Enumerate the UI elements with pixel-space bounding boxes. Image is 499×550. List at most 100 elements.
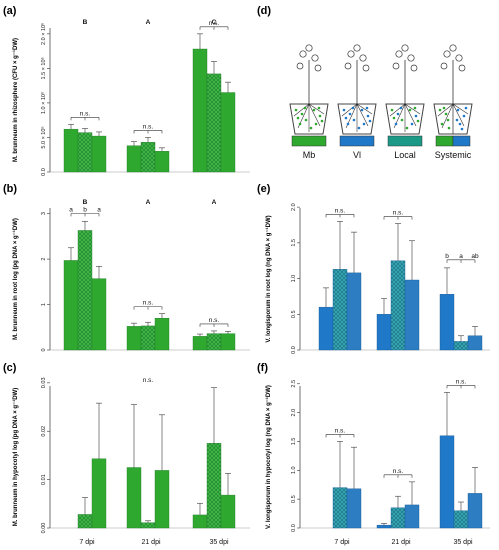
y-axis-label-c: M. brunneum in hypocotyl log (pg DNA × g… [12, 388, 19, 526]
y-tick-label-a: 5.0 × 10⁵ [40, 126, 47, 148]
y-tick-label-f: 0.5 [291, 495, 297, 503]
bar-a-g0-b2 [91, 135, 107, 173]
bar-f-g2-b0 [439, 435, 455, 529]
legend-vl-label: Vl [353, 150, 361, 160]
xcat-right-21dpi: 21 dpi [391, 539, 411, 546]
bar-f-g1-b1 [390, 507, 406, 529]
y-tick-label-e: 2.0 [291, 203, 297, 211]
y-tick-label-e: 1.0 [291, 275, 297, 283]
y-axis-label-e: V. longisporum in root log (ng DNA × g⁻¹… [265, 215, 272, 342]
panel-e-label: (e) [257, 183, 271, 195]
sig-label-a-g0: n.s. [80, 110, 91, 117]
bar-f-g0-b2 [346, 488, 362, 529]
sig-label-f-g1: n.s. [393, 468, 404, 475]
bar-c-g1-b0 [126, 467, 142, 529]
bar-e-g2-b1 [453, 341, 469, 351]
y-tick-label-b: 1 [41, 303, 47, 306]
bar-a-g1-b0 [126, 145, 142, 173]
xcat-right-7dpi: 7 dpi [334, 539, 350, 546]
bar-a-g2-b1 [206, 73, 222, 173]
sig-label-b-g2: n.s. [209, 317, 220, 324]
legend-vl-swatch [339, 135, 375, 147]
panel-f-label: (f) [257, 362, 268, 374]
group-letter-a-g1: A [146, 19, 151, 26]
legend-local-label: Local [394, 150, 416, 160]
sig-label-a-g1: n.s. [143, 123, 154, 130]
group-letter-b-g2: A [212, 199, 217, 206]
bar-f-g2-b1 [453, 510, 469, 529]
y-tick-label-f: 1.0 [291, 466, 297, 474]
bar-a-g2-b0 [192, 48, 208, 173]
sig-label-f-g2: n.s. [456, 378, 467, 385]
panel-d-label: (d) [257, 5, 271, 17]
y-tick-label-f: 2.5 [291, 380, 297, 388]
bar-e-g0-b2 [346, 272, 362, 351]
y-tick-label-a: 1.0 × 10⁶ [40, 92, 47, 114]
sig-letter-e-g2-1: a [459, 253, 463, 260]
chart-c: 0.00 0.01 0.02 0.03 M. brunneum in hypocotyl… [12, 377, 250, 533]
y-tick-label-c: 0.01 [41, 474, 47, 485]
bar-a-g0-b0 [63, 128, 79, 173]
bar-e-g2-b2 [467, 335, 483, 351]
y-tick-label-e: 1.5 [291, 239, 297, 247]
panel-c-label: (c) [3, 362, 17, 374]
group-letter-b-g1: A [146, 199, 151, 206]
y-tick-label-a: 1.5 × 10⁶ [40, 57, 47, 79]
y-tick-label-b: 0 [41, 348, 47, 351]
bar-a-g1-b1 [140, 142, 156, 173]
sig-label-f-g0: n.s. [335, 427, 346, 434]
y-tick-label-b: 3 [41, 212, 47, 215]
legend-local-swatch [387, 135, 423, 147]
bar-b-g1-b2 [154, 317, 170, 351]
panel-a-label: (a) [3, 5, 17, 17]
bar-b-g2-b2 [220, 333, 236, 351]
bar-e-g1-b1 [390, 260, 406, 351]
panel-b-label: (b) [3, 183, 17, 195]
bar-b-g0-b1 [77, 230, 93, 351]
overall-sig-c: n.s. [143, 377, 154, 384]
bar-c-g0-b1 [77, 514, 93, 529]
bar-e-g1-b0 [376, 314, 392, 351]
bar-b-g1-b0 [126, 326, 142, 351]
pot-vl [337, 44, 377, 135]
bar-c-g2-b0 [192, 514, 208, 529]
bar-b-g0-b0 [63, 260, 79, 351]
bar-c-g2-b2 [220, 494, 236, 529]
bar-c-g1-b2 [154, 470, 170, 529]
chart-b: 0 1 2 3 M. brunneum in root log (pg DNA × g⁻… [12, 199, 250, 352]
y-tick-label-c: 0.02 [41, 426, 47, 437]
y-tick-label-b: 2 [41, 258, 47, 261]
sig-label-b-g1: n.s. [143, 300, 154, 307]
xcat-right-35dpi: 35 dpi [453, 539, 473, 546]
bar-b-g1-b1 [140, 325, 156, 351]
pot-local [385, 44, 425, 135]
sig-letter-e-g2-2: ab [471, 253, 479, 260]
y-tick-label-f: 2.0 [291, 409, 297, 417]
bar-f-g1-b0 [376, 524, 392, 529]
bar-e-g2-b0 [439, 294, 455, 351]
y-axis-label-a: M. brunneum in rhizosphere (CFU × g⁻¹DW) [12, 38, 19, 162]
bar-c-g2-b1 [206, 443, 222, 529]
sig-letter-e-g2-0: b [445, 253, 449, 260]
legend-mb-label: Mb [303, 150, 316, 160]
bar-c-g0-b2 [91, 458, 107, 529]
legend-systemic-swatch-green [435, 135, 454, 147]
group-letter-a-g2: C [212, 19, 217, 26]
legend-systemic-label: Systemic [435, 150, 472, 160]
sig-letter-b-g0-0: a [69, 206, 73, 213]
y-tick-label-a: 2.0 × 10⁶ [40, 23, 47, 45]
y-tick-label-f: 0.0 [291, 524, 297, 532]
group-letter-b-g0: B [83, 199, 88, 206]
bar-a-g0-b1 [77, 132, 93, 173]
xcat-left-21dpi: 21 dpi [141, 539, 161, 546]
panel-d-illustration: Mb Vl Local Systemic [289, 44, 473, 160]
sig-label-a-g2: n.s. [209, 20, 220, 27]
sig-letter-b-g0-2: a [97, 206, 101, 213]
chart-f: 0.0 0.5 1.0 1.5 2.0 2.5 V. longisporum in hypo… [265, 378, 490, 532]
y-tick-label-e: 0.0 [291, 346, 297, 354]
bar-f-g1-b2 [404, 504, 420, 529]
pot-mb [289, 44, 329, 135]
bar-a-g1-b2 [154, 151, 170, 173]
bar-b-g0-b2 [91, 278, 107, 351]
